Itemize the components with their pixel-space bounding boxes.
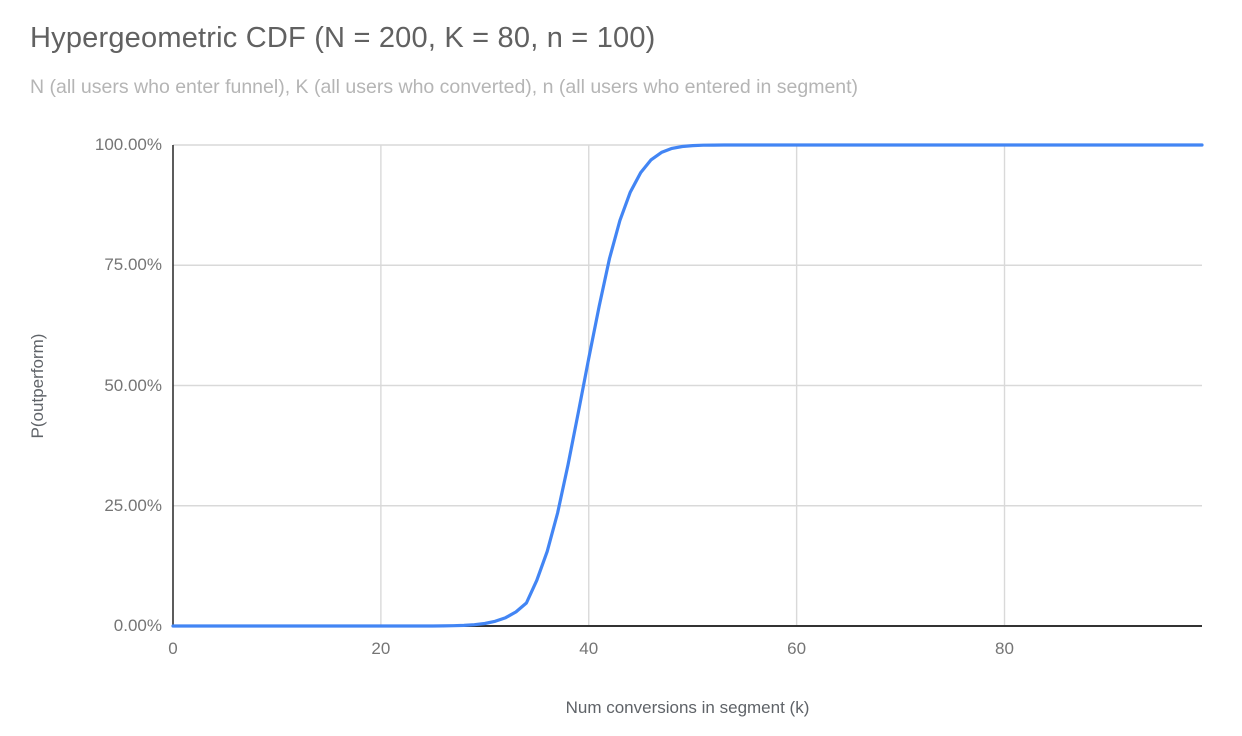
cdf-line	[171, 143, 1204, 628]
plot-area	[171, 143, 1204, 628]
x-tick-label: 40	[579, 639, 599, 658]
x-tick-label: 80	[995, 639, 1014, 658]
y-tick-label: 0.00%	[113, 616, 162, 635]
y-tick-label: 75.00%	[104, 255, 162, 275]
chart-title: Hypergeometric CDF (N = 200, K = 80, n =…	[30, 22, 656, 54]
x-tick-label: 60	[787, 639, 807, 658]
y-tick-label: 50.00%	[104, 375, 162, 395]
chart-subtitle: N (all users who enter funnel), K (all u…	[30, 76, 859, 98]
x-tick-label: 20	[371, 639, 391, 658]
y-tick-label: 25.00%	[104, 495, 162, 515]
y-tick-label: 100.00%	[94, 135, 162, 154]
x-axis-title: Num conversions in segment (k)	[565, 698, 810, 717]
x-tick-label: 0	[168, 639, 178, 658]
